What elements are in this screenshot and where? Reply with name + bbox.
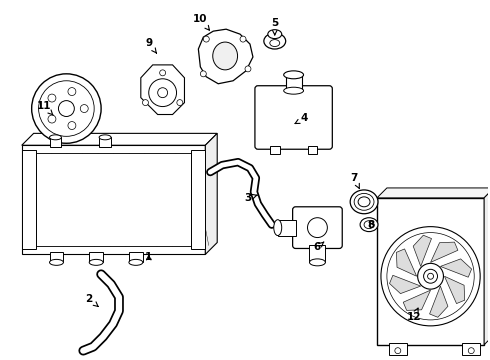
Circle shape — [240, 36, 246, 42]
Bar — [389, 343, 407, 355]
Polygon shape — [205, 133, 217, 255]
Circle shape — [48, 94, 56, 102]
Text: 7: 7 — [350, 173, 360, 189]
Polygon shape — [310, 246, 325, 262]
Circle shape — [417, 264, 443, 289]
Bar — [270, 146, 280, 154]
Polygon shape — [444, 276, 465, 303]
Ellipse shape — [89, 260, 103, 265]
Text: 2: 2 — [86, 294, 98, 306]
Ellipse shape — [358, 197, 370, 207]
Text: 4: 4 — [295, 113, 308, 123]
Polygon shape — [390, 275, 421, 294]
Circle shape — [158, 88, 168, 98]
Circle shape — [308, 218, 327, 238]
Bar — [89, 252, 103, 262]
Bar — [49, 137, 61, 147]
Text: 3: 3 — [245, 193, 257, 203]
Text: 10: 10 — [193, 14, 209, 30]
Ellipse shape — [364, 221, 374, 229]
Polygon shape — [431, 242, 458, 262]
Bar — [99, 137, 111, 147]
Ellipse shape — [268, 30, 282, 39]
Polygon shape — [430, 286, 448, 317]
Bar — [22, 150, 36, 249]
Circle shape — [395, 348, 401, 354]
Bar — [36, 153, 192, 247]
Bar — [49, 252, 63, 262]
Bar — [129, 252, 143, 262]
Text: 12: 12 — [406, 308, 421, 322]
Polygon shape — [484, 188, 490, 345]
Ellipse shape — [274, 220, 282, 235]
Ellipse shape — [99, 135, 111, 140]
Ellipse shape — [354, 193, 374, 210]
Ellipse shape — [350, 190, 378, 214]
Ellipse shape — [49, 135, 61, 140]
Polygon shape — [141, 65, 184, 114]
Polygon shape — [377, 188, 490, 198]
Polygon shape — [413, 235, 432, 266]
FancyBboxPatch shape — [255, 86, 332, 149]
Bar — [377, 198, 484, 345]
Circle shape — [68, 122, 76, 130]
Circle shape — [424, 269, 438, 283]
Circle shape — [381, 227, 480, 326]
Circle shape — [177, 100, 183, 105]
Circle shape — [80, 105, 88, 113]
Ellipse shape — [284, 87, 303, 94]
Circle shape — [39, 81, 94, 136]
Circle shape — [245, 66, 251, 72]
Ellipse shape — [129, 260, 143, 265]
Circle shape — [48, 115, 56, 123]
Circle shape — [468, 348, 474, 354]
Text: 5: 5 — [271, 18, 278, 35]
Ellipse shape — [310, 259, 325, 266]
Bar — [192, 150, 205, 249]
Circle shape — [68, 87, 76, 95]
Circle shape — [32, 74, 101, 143]
Polygon shape — [198, 29, 253, 84]
Ellipse shape — [284, 71, 303, 79]
Polygon shape — [396, 249, 416, 276]
Text: 6: 6 — [314, 242, 324, 252]
Text: 11: 11 — [36, 100, 53, 115]
Circle shape — [149, 79, 176, 107]
Text: 9: 9 — [145, 38, 156, 53]
Circle shape — [203, 36, 209, 42]
Ellipse shape — [49, 260, 63, 265]
Ellipse shape — [270, 40, 280, 46]
Bar — [308, 146, 318, 154]
Polygon shape — [22, 133, 217, 145]
FancyBboxPatch shape — [293, 207, 342, 248]
Polygon shape — [278, 220, 295, 235]
Ellipse shape — [360, 218, 378, 231]
Circle shape — [58, 100, 74, 117]
Polygon shape — [403, 290, 431, 310]
Circle shape — [160, 70, 166, 76]
Bar — [462, 343, 480, 355]
Bar — [286, 75, 301, 91]
Circle shape — [200, 71, 206, 77]
Text: 1: 1 — [145, 252, 152, 262]
Ellipse shape — [213, 42, 238, 70]
Polygon shape — [441, 259, 471, 277]
Circle shape — [143, 100, 148, 105]
Ellipse shape — [264, 33, 286, 49]
Bar — [22, 145, 205, 255]
Text: 8: 8 — [368, 220, 375, 230]
Circle shape — [428, 273, 434, 279]
